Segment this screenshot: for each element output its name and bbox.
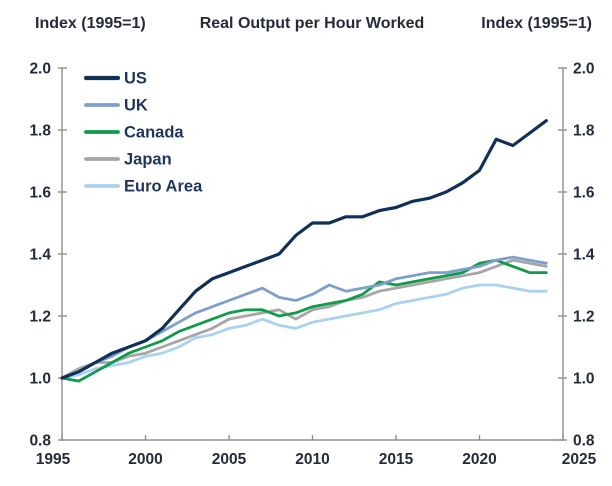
series-line-canada	[60, 258, 548, 383]
chart-title: Real Output per Hour Worked	[199, 15, 425, 32]
y-tick-label-right: 0.8	[573, 433, 595, 450]
series-line-us	[60, 119, 548, 380]
x-tick-label: 2015	[379, 451, 414, 468]
series-line-euro-area	[60, 283, 548, 380]
y-tick-label-left: 1.8	[29, 123, 51, 140]
y-tick-label-right: 1.2	[573, 309, 595, 326]
x-tick-label: 2010	[295, 451, 329, 468]
legend-label-euro-area: Euro Area	[124, 178, 203, 196]
x-tick-label: 2000	[128, 451, 162, 468]
y-tick-label-right: 1.4	[573, 247, 595, 264]
x-tick-label: 2005	[212, 451, 247, 468]
y-tick-label-left: 1.2	[29, 309, 51, 326]
y-tick-label-right: 1.8	[573, 123, 595, 140]
legend: US UK Canada Japan Euro Area	[83, 70, 203, 196]
legend-item-euro-area: Euro Area	[84, 178, 203, 196]
legend-item-canada: Canada	[84, 124, 184, 142]
legend-item-uk: UK	[84, 97, 148, 115]
legend-label-uk: UK	[124, 97, 148, 115]
y-tick-label-left: 1.6	[29, 185, 51, 202]
y-tick-label-left: 0.8	[29, 433, 51, 450]
x-tick-label: 2025	[562, 451, 597, 468]
legend-item-us: US	[83, 70, 147, 88]
y-tick-label-right: 2.0	[573, 61, 595, 78]
right-axis-unit-label: Index (1995=1)	[481, 15, 592, 32]
x-tick-label: 1995	[36, 451, 71, 468]
y-tick-label-right: 1.6	[573, 185, 595, 202]
x-tick-label: 2020	[462, 451, 496, 468]
series-line-japan	[60, 258, 548, 380]
legend-label-us: US	[124, 70, 147, 88]
legend-label-canada: Canada	[124, 124, 184, 142]
left-axis-unit-label: Index (1995=1)	[35, 15, 146, 32]
y-tick-label-left: 1.0	[29, 371, 51, 388]
y-tick-label-left: 2.0	[29, 61, 51, 78]
y-tick-label-left: 1.4	[29, 247, 51, 264]
legend-label-japan: Japan	[124, 151, 172, 169]
legend-item-japan: Japan	[84, 151, 172, 169]
y-tick-label-right: 1.0	[573, 371, 595, 388]
